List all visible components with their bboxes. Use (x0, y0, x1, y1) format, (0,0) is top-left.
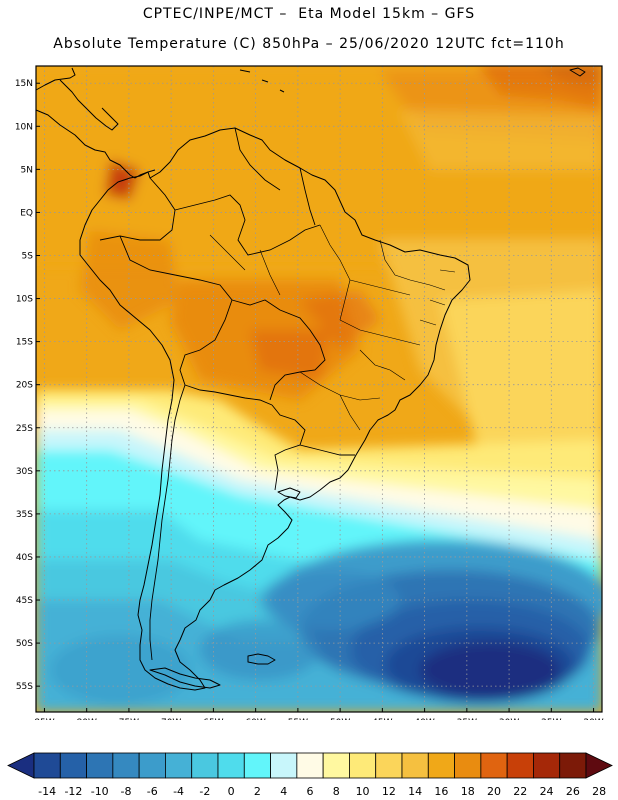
temperature-field (36, 66, 602, 712)
longitude-label: 55W (288, 718, 308, 720)
colorbar-segment (322, 752, 350, 779)
longitude-label: 30W (499, 718, 519, 720)
latitude-label: 10S (16, 295, 33, 305)
latitude-label: 5N (21, 165, 33, 175)
chart-title: CPTEC/INPE/MCT – Eta Model 15km – GFS (142, 6, 476, 22)
colorbar-label: -2 (199, 785, 210, 798)
colorbar-segment (506, 752, 534, 779)
colorbar-segment (217, 752, 245, 779)
longitude-label: 50W (330, 718, 350, 720)
longitude-label: 80W (77, 718, 97, 720)
colorbar-label: -14 (38, 785, 56, 798)
latitude-label: EQ (20, 208, 33, 218)
colorbar-label: -8 (121, 785, 132, 798)
colorbar-label: 28 (592, 785, 606, 798)
longitude-label: 65W (203, 718, 223, 720)
colorbar-label: 14 (408, 785, 422, 798)
longitude-label: 40W (414, 718, 434, 720)
colorbar-label: 8 (333, 785, 340, 798)
colorbar-label: -4 (173, 785, 184, 798)
colorbar-label: -6 (147, 785, 158, 798)
colorbar-segment (270, 752, 298, 779)
colorbar-segment (112, 752, 140, 779)
latitude-label: 15S (16, 338, 33, 348)
longitude-ticks: 85W 80W 75W 70W 65W 60W 55W 50W 45W 40W 35W 30W 25W 2… (34, 708, 604, 720)
latitude-label: 30S (16, 467, 33, 477)
colorbar-segment (454, 752, 482, 779)
colorbar-label: 0 (228, 785, 235, 798)
colorbar-label: 2 (254, 785, 261, 798)
colorbar-low-arrow (7, 752, 35, 779)
longitude-label: 75W (119, 718, 139, 720)
colorbar-segment (191, 752, 219, 779)
colorbar-segment (243, 752, 271, 779)
colorbar-label: 12 (382, 785, 396, 798)
colorbar-label: 22 (513, 785, 527, 798)
colorbar-segment (533, 752, 561, 779)
colorbar-label: 20 (487, 785, 501, 798)
longitude-label: 60W (245, 718, 265, 720)
longitude-label: 70W (161, 718, 181, 720)
colorbar-segment (86, 752, 114, 779)
colorbar-label: -10 (91, 785, 109, 798)
colorbar-label: 16 (434, 785, 448, 798)
longitude-label: 45W (372, 718, 392, 720)
latitude-label: 5S (22, 251, 34, 261)
coastlines (35, 67, 586, 691)
colorbar-segment (138, 752, 166, 779)
colorbar-high-arrow (585, 752, 613, 779)
latitude-label: 20S (16, 381, 33, 391)
country-borders (99, 127, 355, 661)
colorbar-segment (59, 752, 87, 779)
colorbar-segment (296, 752, 324, 779)
latitude-label: 25S (16, 424, 33, 434)
colorbar-segment (559, 752, 587, 779)
colorbar-segment (349, 752, 377, 779)
colorbar-label: 10 (356, 785, 370, 798)
latitude-label: 55S (16, 682, 33, 692)
colorbar-segment (480, 752, 508, 779)
state-borders (209, 224, 456, 431)
latitude-label: 35S (16, 510, 33, 520)
colorbar-label: 6 (307, 785, 314, 798)
colorbar-label: 18 (461, 785, 475, 798)
colorbar-segment (375, 752, 403, 779)
map-frame (35, 65, 603, 713)
latitude-label: 40S (16, 553, 33, 563)
longitude-label: 20W (583, 718, 603, 720)
longitude-label: 35W (457, 718, 477, 720)
latitude-label: 10N (15, 122, 33, 132)
latitude-label: 50S (16, 639, 33, 649)
colorbar-label: -12 (64, 785, 82, 798)
longitude-label: 25W (541, 718, 561, 720)
latitude-label: 45S (16, 596, 33, 606)
colorbar-label: 4 (280, 785, 287, 798)
chart-subtitle: Absolute Temperature (C) 850hPa – 25/06/… (53, 36, 565, 52)
latitude-label: 15N (15, 79, 33, 89)
colorbar-label: 24 (540, 785, 554, 798)
colorbar-segment (165, 752, 193, 779)
temperature-map: 15N 10N 5N EQ 5S 10S 15S 20S 25S 30S 35S 40S 45S 50S 5… (15, 65, 604, 720)
longitude-label: 85W (34, 718, 54, 720)
colorbar-segment (33, 752, 61, 779)
colorbar-segment (401, 752, 429, 779)
colorbar-segment (427, 752, 455, 779)
colorbar: -14 -12 -10 -8 -6 -4 -2 0 2 4 6 8 10 12 14 16 18 20 22 24 26… (7, 752, 613, 798)
colorbar-label: 26 (566, 785, 580, 798)
latitude-ticks: 15N 10N 5N EQ 5S 10S 15S 20S 25S 30S 35S 40S 45S 50S 5… (15, 79, 40, 692)
